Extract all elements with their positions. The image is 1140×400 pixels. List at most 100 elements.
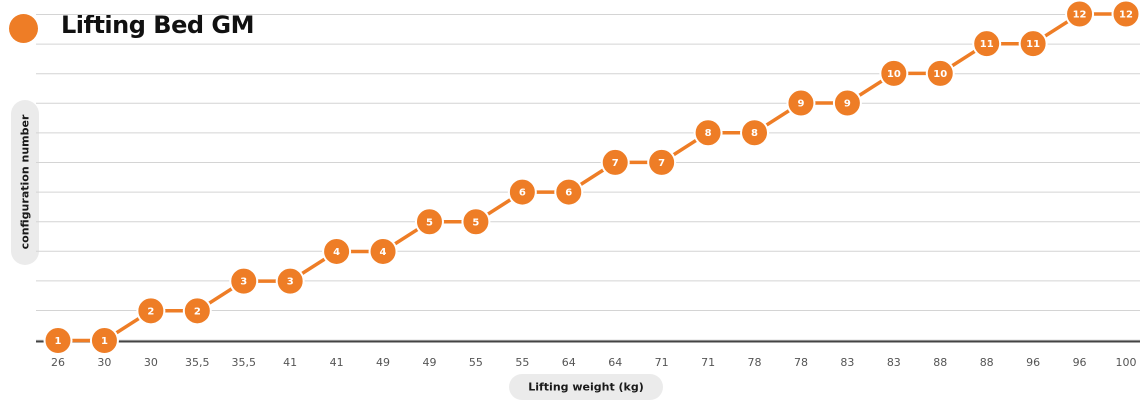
data-label: 12 (1119, 10, 1133, 21)
x-tick-label: 49 (422, 356, 436, 369)
data-point-marker (1018, 29, 1048, 59)
y-axis-label-pill (11, 100, 39, 265)
data-point: 2 (182, 296, 212, 326)
x-tick-label: 41 (283, 356, 297, 369)
data-point-marker (229, 266, 259, 296)
x-tick-label: 96 (1026, 356, 1040, 369)
x-tick-label: 64 (608, 356, 622, 369)
x-tick-label: 55 (469, 356, 483, 369)
data-point-marker (275, 266, 305, 296)
x-tick-label: 78 (748, 356, 762, 369)
data-point-marker (461, 207, 491, 237)
x-tick-label: 88 (980, 356, 994, 369)
data-label: 5 (472, 217, 479, 228)
x-tick-label: 71 (655, 356, 669, 369)
data-point: 12 (1065, 0, 1095, 29)
x-tick-label: 35,5 (231, 356, 256, 369)
data-label: 6 (565, 188, 572, 199)
x-tick-label: 100 (1116, 356, 1137, 369)
data-point-marker (182, 296, 212, 326)
data-point-marker (322, 236, 352, 266)
data-label: 4 (380, 247, 387, 258)
data-label: 9 (797, 99, 804, 110)
chart-title: Lifting Bed GM (61, 11, 254, 39)
x-tick-label: 83 (887, 356, 901, 369)
data-label: 6 (519, 188, 526, 199)
data-point-marker (136, 296, 166, 326)
data-point: 7 (600, 147, 630, 177)
data-point-marker (554, 177, 584, 207)
data-label: 1 (55, 336, 62, 347)
data-point-marker (414, 207, 444, 237)
x-tick-label: 26 (51, 356, 65, 369)
data-point: 1 (89, 326, 119, 355)
data-point: 6 (554, 177, 584, 207)
x-tick-label: 49 (376, 356, 390, 369)
x-tick-label: 96 (1073, 356, 1087, 369)
data-point: 10 (925, 58, 955, 88)
data-point-marker (879, 58, 909, 88)
data-point: 5 (414, 207, 444, 237)
data-point: 11 (1018, 29, 1048, 59)
data-label: 11 (1026, 39, 1040, 50)
data-point-marker (368, 236, 398, 266)
data-point: 9 (786, 88, 816, 118)
data-point: 9 (832, 88, 862, 118)
data-point: 7 (647, 147, 677, 177)
data-label: 3 (240, 277, 247, 288)
data-point: 3 (229, 266, 259, 296)
data-point-marker (507, 177, 537, 207)
data-label: 2 (147, 306, 154, 317)
data-point-marker (600, 147, 630, 177)
data-label: 7 (658, 158, 665, 169)
data-point: 1 (43, 326, 73, 355)
data-point-marker (89, 326, 119, 355)
data-label: 5 (426, 217, 433, 228)
data-point-marker (693, 118, 723, 148)
data-point-marker (786, 88, 816, 118)
x-tick-label: 55 (515, 356, 529, 369)
x-axis-label-pill (509, 374, 663, 400)
data-point: 11 (972, 29, 1002, 59)
x-tick-label: 64 (562, 356, 576, 369)
x-axis-label: Lifting weight (kg) (528, 380, 644, 394)
data-label: 10 (933, 69, 947, 80)
data-point: 2 (136, 296, 166, 326)
data-label: 12 (1073, 10, 1087, 21)
data-point-marker (925, 58, 955, 88)
series-polyline (58, 12, 1126, 343)
data-label: 11 (980, 39, 994, 50)
data-point-marker (43, 326, 73, 355)
x-tick-label: 30 (97, 356, 111, 369)
data-label: 8 (705, 128, 712, 139)
data-label: 8 (751, 128, 758, 139)
grid-lines (36, 14, 1140, 343)
data-label: 7 (612, 158, 619, 169)
data-point: 6 (507, 177, 537, 207)
data-point: 4 (368, 236, 398, 266)
data-label: 1 (101, 336, 108, 347)
data-label: 10 (887, 69, 901, 80)
x-tick-label: 30 (144, 356, 158, 369)
data-label: 2 (194, 306, 201, 317)
data-point: 12 (1111, 0, 1140, 29)
data-point: 4 (322, 236, 352, 266)
data-point-marker (1065, 0, 1095, 29)
series-line (58, 12, 1126, 343)
x-tick-label: 41 (330, 356, 344, 369)
data-point: 8 (740, 118, 770, 148)
data-point-marker (832, 88, 862, 118)
data-point-marker (740, 118, 770, 148)
data-point: 3 (275, 266, 305, 296)
x-tick-labels: 26 30 30 35,5 35,5 41 41 49 49 55 55 64 64 71 71 78 78 83… (51, 356, 1137, 369)
x-tick-label: 88 (933, 356, 947, 369)
data-point: 8 (693, 118, 723, 148)
data-point-marker (647, 147, 677, 177)
data-label: 3 (287, 277, 294, 288)
data-point: 10 (879, 58, 909, 88)
data-point: 5 (461, 207, 491, 237)
x-tick-label: 83 (840, 356, 854, 369)
title-dot-icon (9, 14, 38, 43)
